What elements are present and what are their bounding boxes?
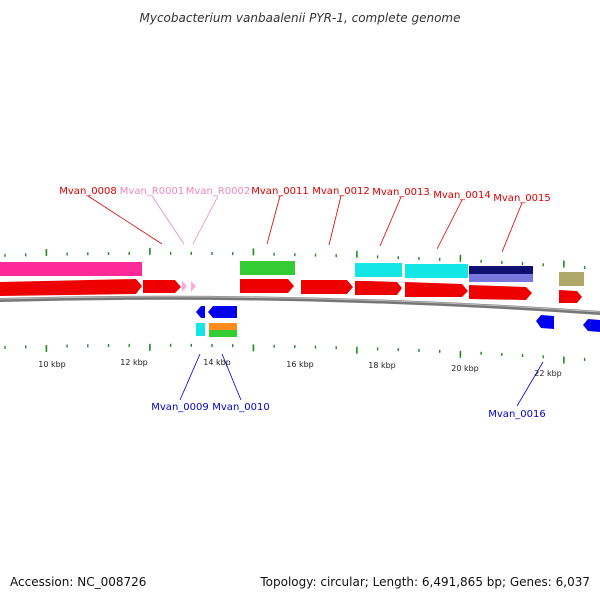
gene-label-mvan-0012: Mvan_0012 xyxy=(312,186,369,197)
gene-arrow-plus xyxy=(0,279,142,296)
gene-label-mvan-0011: Mvan_0011 xyxy=(251,186,308,197)
gene-label-mvan-0014: Mvan_0014 xyxy=(433,190,490,201)
gene-arrow-minus xyxy=(208,306,237,318)
feature-block-khaki xyxy=(559,272,584,286)
feature-ring-outer xyxy=(0,261,584,286)
gene-arrow-plus xyxy=(355,281,402,295)
top-gene-callouts: Mvan_0008 Mvan_R0001 Mvan_R0002 Mvan_001… xyxy=(59,186,551,253)
feature-block-pink xyxy=(0,262,142,276)
gene-arrow-minus xyxy=(536,315,554,329)
gene-label-mvan-r0002: Mvan_R0002 xyxy=(186,186,250,197)
rna-arrow-plus xyxy=(191,281,196,292)
callout-leader xyxy=(151,195,185,245)
callout-leader xyxy=(516,361,544,407)
callout-leader xyxy=(87,195,163,245)
gene-arrow-plus xyxy=(559,290,582,303)
gene-arrow-plus xyxy=(240,279,294,293)
scale-label: 14 kbp xyxy=(203,358,231,367)
bottom-gene-callouts: Mvan_0009 Mvan_0010 Mvan_0016 xyxy=(151,353,546,420)
gene-label-mvan-0008: Mvan_0008 xyxy=(59,186,116,197)
gene-arrow-plus xyxy=(301,280,353,294)
callout-leader xyxy=(379,196,402,247)
scale-label: 10 kbp xyxy=(38,360,66,369)
scale-label: 12 kbp xyxy=(120,358,148,367)
topology-text: Topology: circular; Length: 6,491,865 bp… xyxy=(259,575,590,589)
scale-label: 16 kbp xyxy=(286,360,314,369)
feature-block-green-small xyxy=(209,330,237,337)
gene-arrow-minus xyxy=(196,306,205,318)
feature-block-cyan-small xyxy=(196,323,205,336)
feature-block-cyan-1 xyxy=(355,263,402,277)
plus-strand-genes xyxy=(0,279,582,303)
callout-leader xyxy=(501,202,523,253)
gene-arrow-plus xyxy=(405,282,468,297)
genome-backbone xyxy=(0,295,600,315)
genome-backbone-highlight xyxy=(0,296,600,313)
accession-text: Accession: NC_008726 xyxy=(10,575,146,589)
gene-label-mvan-0010: Mvan_0010 xyxy=(212,402,269,413)
feature-block-lavender xyxy=(469,274,533,282)
scale-label: 18 kbp xyxy=(368,361,396,370)
bottom-tick-row xyxy=(4,343,586,364)
callout-leader xyxy=(328,195,342,246)
gene-label-mvan-0015: Mvan_0015 xyxy=(493,193,550,204)
map-title: Mycobacterium vanbaalenii PYR-1, complet… xyxy=(140,11,461,25)
gene-label-mvan-r0001: Mvan_R0001 xyxy=(120,186,184,197)
gene-label-mvan-0013: Mvan_0013 xyxy=(372,187,429,198)
callout-leader xyxy=(179,353,201,401)
gene-arrow-minus xyxy=(583,319,600,332)
feature-block-orange xyxy=(209,323,237,330)
gene-label-mvan-0016: Mvan_0016 xyxy=(488,409,545,420)
feature-block-navy xyxy=(469,266,533,274)
gene-label-mvan-0009: Mvan_0009 xyxy=(151,402,208,413)
scale-labels: 10 kbp 12 kbp 14 kbp 16 kbp 18 kbp 20 kb… xyxy=(38,358,562,378)
callout-leader xyxy=(221,353,242,401)
scale-label: 22 kbp xyxy=(534,369,562,378)
callout-leader xyxy=(192,195,219,245)
rna-arrow-plus xyxy=(182,281,187,292)
top-tick-row xyxy=(4,247,586,269)
minus-strand-genes xyxy=(196,306,600,337)
callout-leader xyxy=(436,199,463,250)
feature-block-cyan-2 xyxy=(405,264,468,278)
scale-label: 20 kbp xyxy=(451,364,479,373)
feature-block-green xyxy=(240,261,295,275)
callout-leader xyxy=(266,195,281,245)
gene-arrow-plus xyxy=(469,285,532,300)
gene-arrow-plus xyxy=(143,280,181,293)
